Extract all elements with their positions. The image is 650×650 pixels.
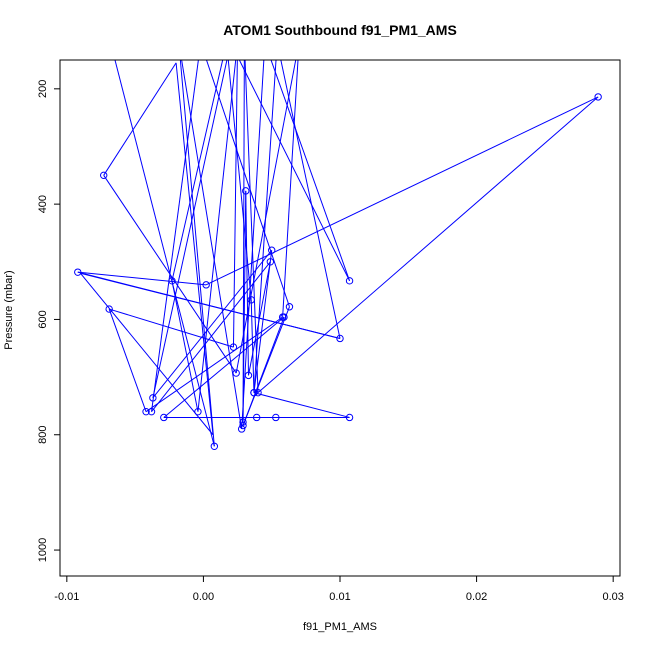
data-point	[142, 407, 150, 416]
x-axis-label: f91_PM1_AMS	[303, 621, 377, 633]
x-tick-label: 0.02	[466, 591, 487, 603]
x-tick-label: 0.00	[193, 591, 214, 603]
series-line-segment	[253, 392, 350, 418]
series-line-segment	[238, 60, 351, 282]
series-line-segment	[242, 316, 285, 426]
data-point	[244, 371, 253, 380]
series-line-segment	[257, 96, 599, 394]
data-point	[194, 407, 202, 416]
series-line-segment	[175, 62, 214, 435]
plot-frame	[59, 59, 621, 577]
data-point	[229, 343, 238, 351]
data-point	[278, 313, 287, 321]
series-line-segment	[151, 261, 271, 412]
series-line-segment	[227, 60, 252, 300]
data-point	[242, 187, 250, 195]
series-line-segment	[245, 190, 249, 376]
marker-layer	[74, 93, 602, 450]
data-point	[250, 388, 258, 397]
chart-title: ATOM1 Southbound f91_PM1_AMS	[223, 22, 457, 38]
y-axis: 200 400 600 800 1000	[37, 80, 60, 562]
data-point	[345, 277, 354, 285]
series-line-segment	[103, 62, 177, 176]
data-point	[149, 394, 157, 402]
series-line-segment	[114, 60, 215, 447]
series-line-segment	[244, 60, 259, 393]
series-line-segment	[241, 60, 265, 430]
data-point	[74, 268, 82, 276]
series-line-segment	[205, 96, 599, 286]
series-line-segment	[250, 299, 255, 393]
data-point	[266, 258, 275, 266]
y-tick-label: 200	[37, 80, 49, 98]
data-point	[210, 442, 219, 450]
x-tick-label: -0.01	[54, 591, 79, 603]
series-line-segment	[171, 60, 224, 281]
series-line-segment	[145, 316, 283, 413]
data-point	[160, 413, 168, 422]
series-line-segment	[270, 60, 351, 281]
series-line-segment	[80, 272, 341, 339]
series-line-segment	[235, 60, 297, 374]
data-point	[100, 171, 108, 180]
series-line-segment	[280, 60, 341, 339]
series-line-segment	[103, 175, 237, 374]
data-point	[254, 388, 262, 397]
series-line-segment	[109, 308, 234, 348]
data-point	[285, 303, 294, 311]
data-point	[232, 369, 240, 377]
data-point	[345, 413, 354, 422]
x-axis: -0.01 0.00 0.01 0.02 0.03	[54, 576, 624, 603]
series-line-segment	[163, 316, 285, 418]
y-tick-label: 400	[37, 195, 49, 213]
y-tick-label: 1000	[37, 538, 49, 562]
series-line-segment	[205, 60, 290, 307]
data-point	[268, 246, 276, 254]
y-axis-label: Pressure (mbar)	[3, 270, 15, 349]
series-line-segment	[151, 60, 199, 412]
y-tick-label: 800	[37, 426, 49, 444]
series-line-segment	[232, 60, 238, 348]
series-line-segment	[152, 249, 273, 399]
series-line-segment	[282, 60, 299, 318]
y-tick-label: 600	[37, 310, 49, 328]
data-point	[239, 421, 247, 430]
data-point	[237, 425, 246, 433]
series-line-segment	[80, 273, 214, 436]
series-line-segment	[242, 190, 247, 423]
series-layer	[77, 60, 599, 447]
data-point	[239, 418, 247, 426]
series-line-segment	[181, 60, 243, 430]
data-point	[168, 277, 176, 285]
series-line-segment	[171, 280, 199, 412]
data-point	[202, 281, 210, 289]
data-point	[594, 93, 602, 101]
data-point	[247, 296, 255, 304]
data-point	[147, 407, 156, 416]
x-tick-label: 0.01	[329, 591, 350, 603]
series-line-segment	[108, 308, 147, 412]
series-line-segment	[197, 60, 237, 412]
x-tick-label: 0.03	[602, 591, 623, 603]
data-point	[105, 305, 113, 313]
data-point	[272, 413, 280, 422]
series-line-segment	[179, 60, 215, 447]
data-point	[252, 413, 261, 422]
data-point	[336, 334, 344, 343]
series-line-segment	[77, 271, 207, 286]
series-line-segment	[242, 60, 245, 423]
